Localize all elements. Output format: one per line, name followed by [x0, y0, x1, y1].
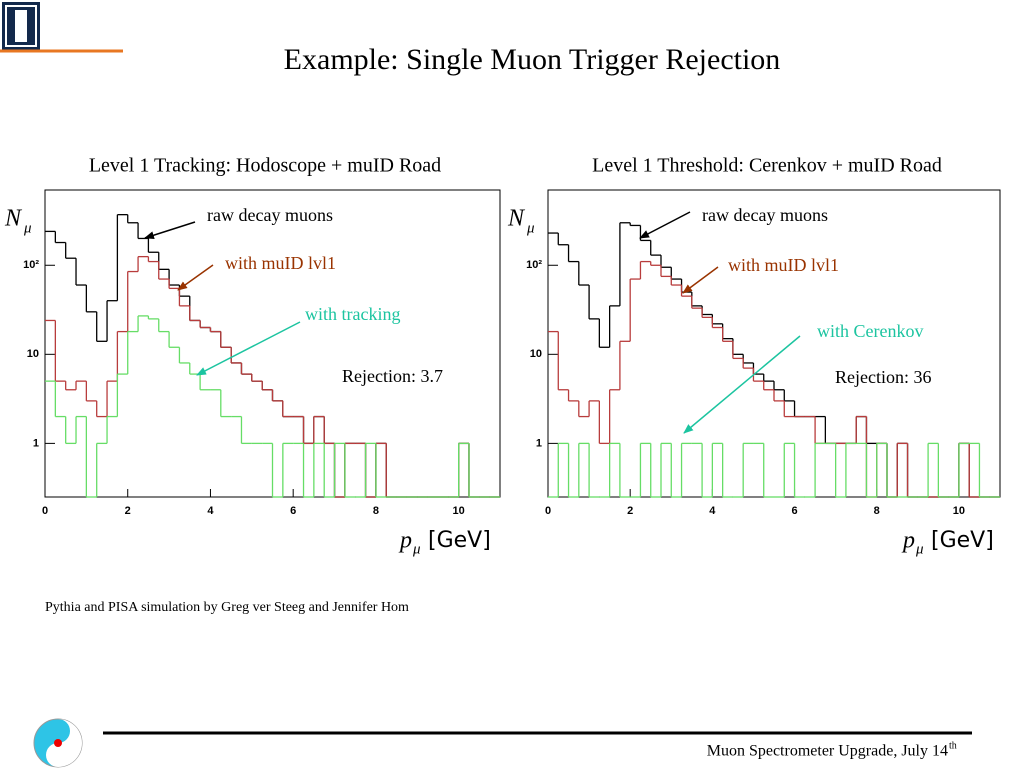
x-tick-label: 4 — [207, 505, 214, 517]
annotation: with muID lvl1 — [728, 255, 839, 275]
footer-logo-dot — [54, 739, 62, 747]
y-tick-label: 10² — [526, 259, 542, 271]
x-axis-label: p — [901, 528, 915, 554]
credit: Pythia and PISA simulation by Greg ver S… — [45, 600, 409, 615]
y-tick-label: 10 — [27, 348, 39, 360]
annotation: Rejection: 36 — [835, 367, 931, 387]
y-tick-label: 10 — [530, 348, 542, 360]
plot-frame — [547, 189, 1001, 498]
y-tick-label: 1 — [536, 437, 542, 449]
annotation-arrow — [196, 321, 301, 376]
x-tick-label: 6 — [791, 505, 797, 517]
x-axis-label-sub: μ — [412, 541, 421, 557]
footer: Muon Spectrometer Upgrade, July 14 — [707, 743, 948, 760]
x-tick-label: 0 — [545, 505, 551, 517]
x-axis-label-unit: [GeV] — [428, 528, 491, 553]
annotation-arrow — [177, 264, 214, 291]
y-axis-label-sub: μ — [23, 220, 32, 236]
x-axis-label-sub: μ — [915, 541, 924, 557]
x-tick-label: 8 — [373, 505, 379, 517]
chart-title: Level 1 Tracking: Hodoscope + muID Road — [89, 155, 441, 177]
x-tick-label: 10 — [953, 505, 965, 517]
x-tick-label: 2 — [125, 505, 131, 517]
footer-logo-swirl — [46, 719, 82, 767]
x-tick-label: 10 — [453, 505, 465, 517]
annotation: raw decay muons — [702, 205, 828, 225]
logo-i — [15, 10, 27, 42]
chart-title: Level 1 Threshold: Cerenkov + muID Road — [592, 155, 942, 177]
annotation: with muID lvl1 — [225, 253, 336, 273]
annotation-arrow — [683, 335, 801, 434]
annotation: with tracking — [305, 304, 400, 324]
x-tick-label: 0 — [42, 505, 48, 517]
x-tick-label: 4 — [709, 505, 716, 517]
annotation: Rejection: 3.7 — [342, 366, 443, 386]
slide-title: Example: Single Muon Trigger Rejection — [284, 43, 781, 76]
y-tick-label: 1 — [33, 437, 39, 449]
annotation-arrow — [144, 221, 196, 240]
x-axis-label-unit: [GeV] — [931, 528, 994, 553]
y-tick-label: 10² — [23, 259, 39, 271]
annotation: raw decay muons — [207, 205, 333, 225]
x-tick-label: 2 — [627, 505, 633, 517]
y-axis-label: N — [507, 206, 526, 232]
y-axis-label-sub: μ — [526, 220, 535, 236]
y-axis-label: N — [4, 206, 23, 232]
x-tick-label: 8 — [874, 505, 880, 517]
x-tick-label: 6 — [290, 505, 296, 517]
annotation-arrow — [639, 211, 691, 239]
x-axis-label: p — [398, 528, 412, 554]
annotation-arrow — [682, 266, 719, 294]
logo-frame — [5, 5, 37, 47]
footer-sup: th — [949, 740, 957, 751]
annotation: with Cerenkov — [817, 321, 923, 341]
